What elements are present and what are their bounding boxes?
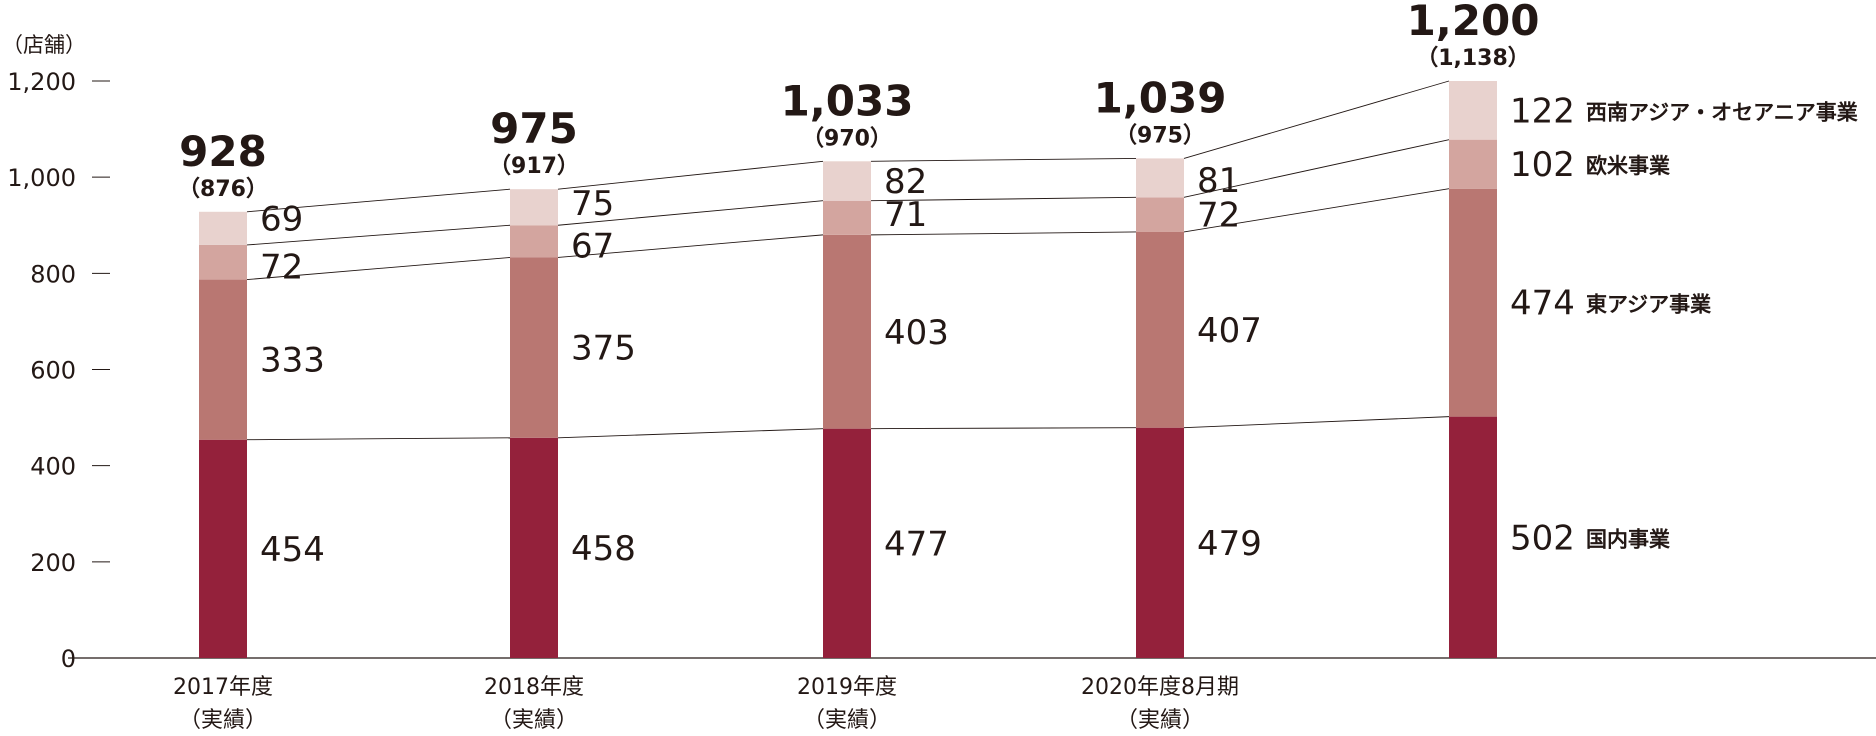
segment-value-label: 333 (260, 341, 325, 381)
bar-segment (199, 279, 247, 440)
bar-subtotal-label: （917） (489, 154, 579, 179)
connector-line (1183, 188, 1450, 233)
connector-line (557, 234, 824, 258)
segment-value-label: 72 (260, 247, 303, 287)
connector-line (870, 231, 1137, 236)
bar-segment (510, 225, 558, 258)
bar-segment (510, 437, 558, 658)
connector-line (246, 188, 511, 213)
bar-total-label: 1,200 (1407, 0, 1540, 45)
bar-segment (510, 257, 558, 438)
bar-segment (823, 161, 871, 201)
connector-line (246, 257, 511, 281)
bar-segment (1136, 158, 1184, 198)
y-axis: （店舗） 0 200 400 600 800 1,000 1,200 (2, 33, 1876, 673)
bar-segment (823, 234, 871, 429)
y-tick-label: 0 (61, 645, 76, 673)
y-tick-label: 1,200 (7, 68, 76, 96)
bar-segment (510, 189, 558, 226)
bars (199, 81, 1497, 658)
connector-line (1183, 80, 1450, 159)
segment-value-label: 454 (260, 530, 325, 570)
bar-subtotal-label: （975） (1115, 123, 1205, 148)
connector-lines (246, 80, 1450, 441)
segment-value-label: 477 (884, 524, 949, 564)
connector-line (246, 224, 511, 246)
bar-segment (1449, 416, 1497, 658)
series-name-label: 国内事業 (1586, 527, 1671, 551)
connector-line (557, 200, 824, 226)
x-category-sublabel: （実績） (179, 708, 267, 733)
x-category-label: 2017年度 (173, 675, 273, 700)
series-name-label: 東アジア事業 (1586, 293, 1712, 317)
bar-total-label: 928 (179, 127, 267, 176)
bar-segment (199, 439, 247, 658)
segment-value-label: 375 (571, 329, 636, 369)
bar-segment (1136, 231, 1184, 428)
y-tick-label: 400 (30, 453, 76, 481)
x-category-sublabel: （実績） (1116, 708, 1204, 733)
segment-value-label: 479 (1197, 524, 1262, 564)
segment-value-label: 474 (1510, 284, 1575, 324)
segment-value-label: 502 (1510, 518, 1575, 558)
segment-value-label: 407 (1197, 311, 1262, 351)
segment-value-label: 82 (884, 162, 927, 202)
bar-total-label: 1,039 (1094, 73, 1227, 122)
y-tick-label: 600 (30, 357, 76, 385)
bar-total-label: 1,033 (781, 76, 914, 125)
segment-value-label: 458 (571, 529, 636, 569)
connector-line (870, 196, 1137, 202)
x-axis-labels: 2017年度 （実績） 2018年度 （実績） 2019年度 （実績） 2020年度8月期 （… (173, 675, 1239, 733)
bar-segment (823, 200, 871, 235)
y-tick-label: 200 (30, 549, 76, 577)
connector-line (557, 428, 824, 439)
connector-line (870, 427, 1137, 430)
x-category-label: 2020年度8月期 (1081, 675, 1239, 700)
x-category-sublabel: （実績） (490, 708, 578, 733)
segment-value-label: 403 (884, 313, 949, 353)
bar-segment (199, 211, 247, 245)
connector-line (870, 157, 1137, 162)
bar-segment (1449, 139, 1497, 189)
segment-value-label: 81 (1197, 161, 1240, 201)
bar-subtotal-label: （970） (802, 126, 892, 151)
segment-value-label: 122 (1510, 91, 1575, 131)
bar-segment (1449, 188, 1497, 417)
connector-line (246, 437, 511, 441)
segment-value-label: 72 (1197, 196, 1240, 236)
segment-value-label: 67 (571, 226, 614, 266)
series-name-label: 欧米事業 (1586, 154, 1671, 178)
x-category-label: 2019年度 (797, 675, 897, 700)
bar-segment (1136, 197, 1184, 232)
connector-line (1183, 139, 1450, 198)
segment-value-label: 69 (260, 199, 303, 239)
segment-value-label: 71 (884, 195, 927, 235)
segment-value-label: 75 (571, 184, 614, 224)
y-tick-label: 800 (30, 260, 76, 288)
bar-segment (1136, 427, 1184, 658)
connector-line (1183, 416, 1450, 429)
bar-subtotal-label: （876） (178, 177, 268, 202)
x-category-label: 2018年度 (484, 675, 584, 700)
bar-segment (823, 428, 871, 658)
x-category-sublabel: （実績） (803, 708, 891, 733)
bar-subtotal-label: （1,138） (1416, 46, 1530, 71)
segment-value-label: 102 (1510, 145, 1575, 185)
bar-total-label: 975 (490, 104, 578, 153)
series-name-label: 西南アジア・オセアニア事業 (1586, 100, 1859, 124)
connector-line (557, 160, 824, 190)
bar-segment (199, 244, 247, 280)
bar-segment (1449, 81, 1497, 140)
y-tick-label: 1,000 (7, 164, 76, 192)
y-axis-unit-label: （店舗） (2, 33, 86, 57)
